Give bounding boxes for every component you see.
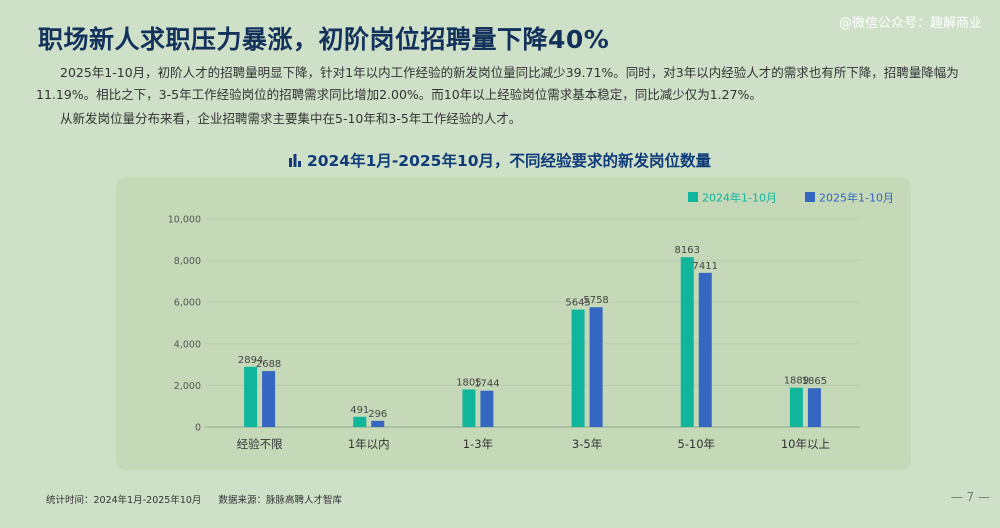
bar [680,257,694,427]
bar [262,371,276,427]
bar-chart-icon [288,153,301,171]
x-tick-label: 3-5年 [572,437,602,451]
data-label: 2688 [256,359,281,370]
y-tick-label: 2,000 [174,381,201,392]
paragraph-2: 从新发岗位量分布来看，企业招聘需求主要集中在5-10年和3-5年工作经验的人才。 [60,111,522,126]
y-tick-label: 6,000 [174,298,201,309]
bar [462,389,476,427]
page-number: — 7 — [950,490,990,504]
data-label: 491 [350,405,369,416]
bar [244,366,258,427]
chart-title: 2024年1月-2025年10月，不同经验要求的新发岗位数量 [306,152,712,170]
data-source: 数据来源：脉脉高聘人才智库 [218,495,342,506]
x-tick-label: 10年以上 [781,437,830,451]
data-label: 2894 [238,355,263,366]
bar [571,309,585,427]
data-label: 8163 [675,245,700,256]
y-tick-label: 4,000 [174,339,201,350]
data-label: 1805 [456,377,481,388]
data-label: 1865 [802,376,827,387]
x-tick-label: 5-10年 [677,437,715,451]
page-headline: 职场新人求职压力暴涨，初阶岗位招聘量下降40% [38,25,610,54]
footer: 统计时间：2024年1月-2025年10月 数据来源：脉脉高聘人才智库 [46,492,356,506]
y-tick-label: 8,000 [174,256,201,267]
legend-swatch [805,192,815,202]
data-label: 1744 [474,379,499,390]
bar [698,272,712,427]
legend-swatch [688,192,698,202]
data-label: 296 [368,409,387,420]
x-tick-label: 经验不限 [237,437,283,451]
watermark: @微信公众号：趣解商业 [838,16,982,31]
stat-time: 统计时间：2024年1月-2025年10月 [46,495,202,506]
legend-label: 2025年1-10月 [819,191,894,205]
bar [807,388,821,427]
legend-label: 2024年1-10月 [702,191,777,205]
x-tick-label: 1年以内 [348,437,390,451]
chart-title-row: 2024年1月-2025年10月，不同经验要求的新发岗位数量 [0,149,1000,171]
bar [789,387,803,427]
x-tick-label: 1-3年 [463,437,493,451]
bar [480,390,494,427]
data-label: 5645 [565,298,590,309]
data-label: 1889 [784,376,809,387]
data-label: 5758 [583,295,608,306]
y-tick-label: 10,000 [168,215,201,226]
y-tick-label: 0 [195,423,201,434]
data-label: 7411 [693,261,718,272]
paragraph-1: 2025年1-10月，初阶人才的招聘量明显下降，针对1年以内工作经验的新发岗位量… [36,65,959,102]
bar [371,420,385,427]
bar [589,307,603,427]
bar [353,416,367,427]
